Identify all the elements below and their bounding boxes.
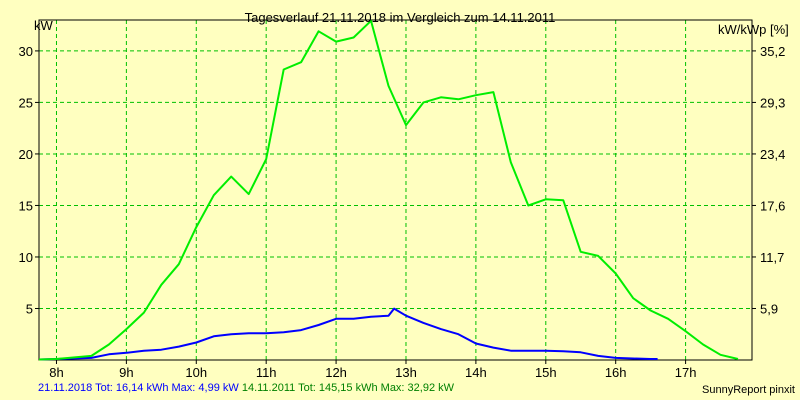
x-tick-label: 11h (256, 365, 277, 380)
x-tick-label: 13h (395, 365, 417, 380)
y-axis-label-left: kW (34, 18, 53, 33)
y-tick-label: 25 (19, 95, 33, 110)
x-tick-label: 9h (119, 365, 133, 380)
y-right-tick-label: 35,2 (760, 44, 785, 59)
x-axis: 8h 9h 10h 11h 12h 13h 14h 15h 16h 17h (49, 360, 696, 380)
y-axis-label-right: kW/kWp [%] (718, 22, 789, 37)
legend-series-2018: 21.11.2018 Tot: 16,14 kWh Max: 4,99 kW (38, 382, 239, 394)
x-tick-label: 8h (49, 365, 63, 380)
y-tick-label: 30 (19, 44, 33, 59)
legend: 21.11.2018 Tot: 16,14 kWh Max: 4,99 kW 1… (38, 382, 454, 394)
y-axis-left: 5 10 15 20 25 30 (19, 44, 39, 316)
y-tick-label: 20 (19, 147, 33, 162)
y-right-tick-label: 23,4 (760, 147, 785, 162)
x-tick-label: 12h (325, 365, 347, 380)
series-lines (38, 19, 739, 361)
grid-lines (39, 20, 752, 360)
y-right-tick-label: 29,3 (760, 95, 785, 110)
x-tick-label: 10h (185, 365, 207, 380)
x-tick-label: 15h (535, 365, 557, 380)
y-tick-label: 15 (19, 198, 33, 213)
x-tick-label: 14h (465, 365, 487, 380)
plot-frame (38, 19, 753, 361)
y-axis-right: 5,9 11,7 17,6 23,4 29,3 35,2 (752, 44, 785, 316)
y-tick-label: 5 (26, 301, 33, 316)
y-right-tick-label: 5,9 (760, 301, 778, 316)
x-tick-label: 17h (675, 365, 697, 380)
brand-credit: SunnyReport pinxit (702, 384, 795, 396)
x-tick-label: 16h (605, 365, 627, 380)
series-line-2011 (38, 19, 739, 361)
y-tick-label: 10 (19, 250, 33, 265)
y-right-tick-label: 11,7 (760, 250, 784, 265)
y-right-tick-label: 17,6 (760, 198, 785, 213)
chart-title: Tagesverlauf 21.11.2018 im Vergleich zum… (244, 10, 556, 25)
legend-series-2011: 14.11.2011 Tot: 145,15 kWh Max: 32,92 kW (241, 382, 455, 394)
series-line-2018 (38, 307, 658, 361)
